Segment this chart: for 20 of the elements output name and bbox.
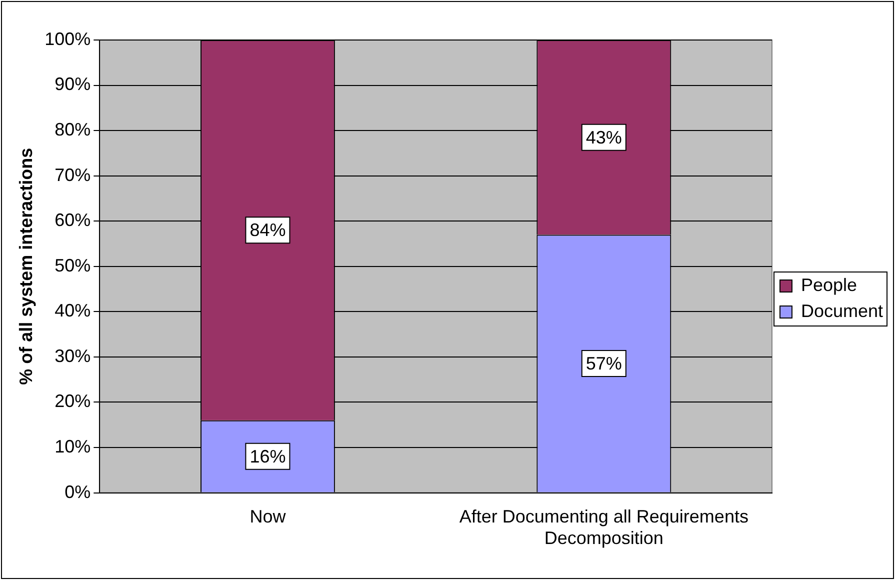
- y-axis-title: % of all system interactions: [16, 148, 36, 385]
- y-tick-label: 40%: [54, 300, 91, 321]
- legend-label: People: [800, 274, 858, 295]
- y-tick-label: 100%: [44, 28, 91, 49]
- y-tick-label: 20%: [54, 391, 91, 412]
- x-tick-label: Now: [250, 506, 287, 527]
- y-tick-label: 80%: [54, 120, 91, 140]
- y-tick-label: 70%: [54, 164, 91, 185]
- y-tick-label: 30%: [54, 346, 91, 366]
- x-tick-label: After Documenting all Requirements Decomposition: [459, 506, 748, 548]
- data-label: 43%: [586, 127, 622, 148]
- data-label: 84%: [250, 220, 286, 240]
- y-tick-label: 50%: [54, 255, 91, 276]
- data-label: 16%: [250, 446, 286, 466]
- y-tick-label: 90%: [54, 74, 91, 94]
- data-label: 57%: [586, 353, 622, 374]
- y-tick-label: 10%: [54, 436, 91, 456]
- y-tick-label: 60%: [54, 210, 91, 230]
- legend-label: Document: [800, 300, 884, 321]
- y-tick-label: 0%: [64, 482, 91, 502]
